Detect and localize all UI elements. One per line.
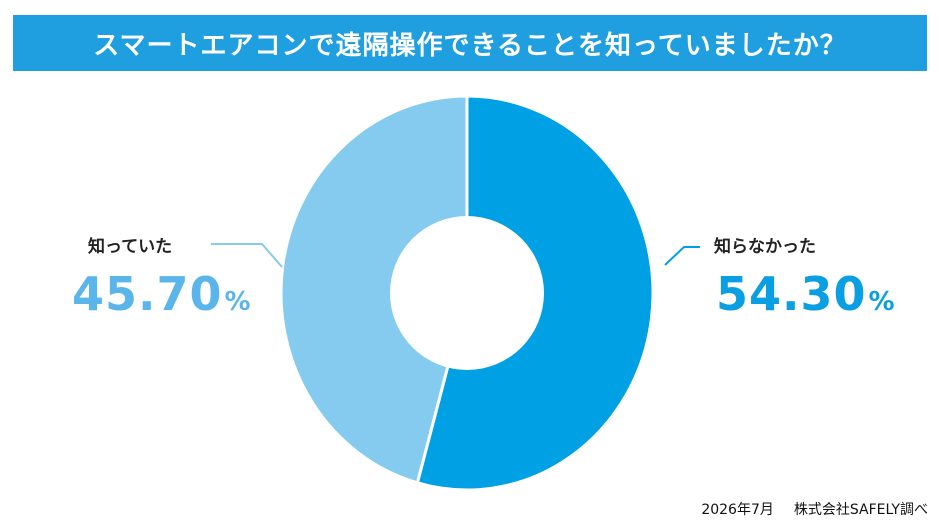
source-credit: 2026年7月 株式会社SAFELY調べ: [701, 499, 928, 519]
source-company: 株式会社SAFELY調べ: [793, 502, 928, 518]
source-date: 2026年7月: [701, 502, 774, 518]
slice-label-known: 知っていた: [88, 237, 173, 257]
donut-hole: [390, 216, 544, 370]
slice-label-not-known: 知らなかった: [714, 237, 816, 257]
slice-value-not-known: 54.30%: [716, 267, 896, 321]
title-banner: スマートエアコンで遠隔操作できることを知っていましたか？: [13, 15, 927, 71]
leader-line-not-known: [664, 246, 700, 266]
slice-value-not-known-unit: %: [868, 287, 896, 317]
slice-value-known: 45.70%: [72, 267, 252, 321]
slice-value-known-unit: %: [224, 287, 252, 317]
slice-value-not-known-number: 54.30: [716, 267, 867, 321]
leader-line-known: [211, 243, 283, 268]
slice-value-known-number: 45.70: [72, 267, 223, 321]
chart-title: スマートエアコンで遠隔操作できることを知っていましたか？: [93, 30, 847, 61]
pie-slice-1: [279, 94, 469, 485]
